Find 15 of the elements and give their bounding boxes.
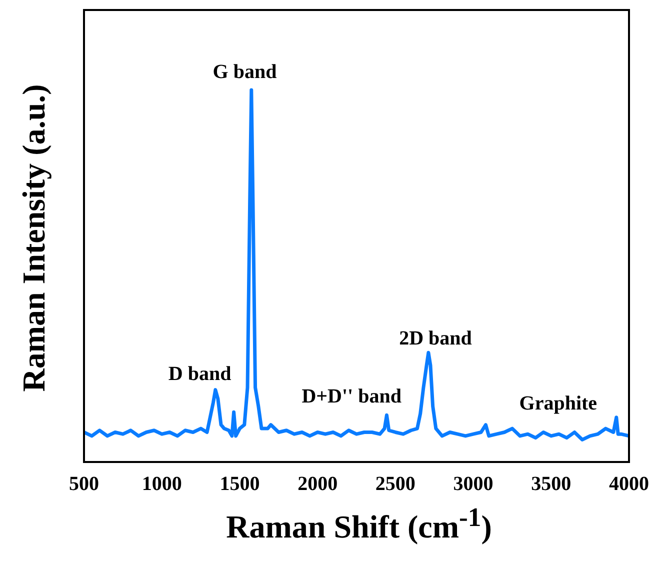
x-tick-label: 500	[69, 473, 99, 496]
annotation: D+D'' band	[302, 386, 402, 408]
x-tick-label: 2000	[298, 473, 338, 496]
x-axis-title: Raman Shift (cm$^{-1}$)	[225, 502, 493, 546]
x-tick-label: 1500	[220, 473, 260, 496]
x-tick-label: 3000	[453, 473, 494, 496]
text: G band	[212, 61, 277, 83]
x-tick-label: 3500	[531, 473, 572, 496]
annotation: 2D band	[399, 328, 472, 350]
annotation: D band	[168, 362, 232, 385]
x-tick-label: 1000	[142, 473, 182, 496]
x-tick-label: 4000	[609, 473, 649, 496]
y-axis-title: Raman Intensity (a.u.)	[16, 84, 52, 392]
x-tick-label: 2500	[375, 473, 416, 496]
annotation: Graphite	[519, 392, 598, 414]
